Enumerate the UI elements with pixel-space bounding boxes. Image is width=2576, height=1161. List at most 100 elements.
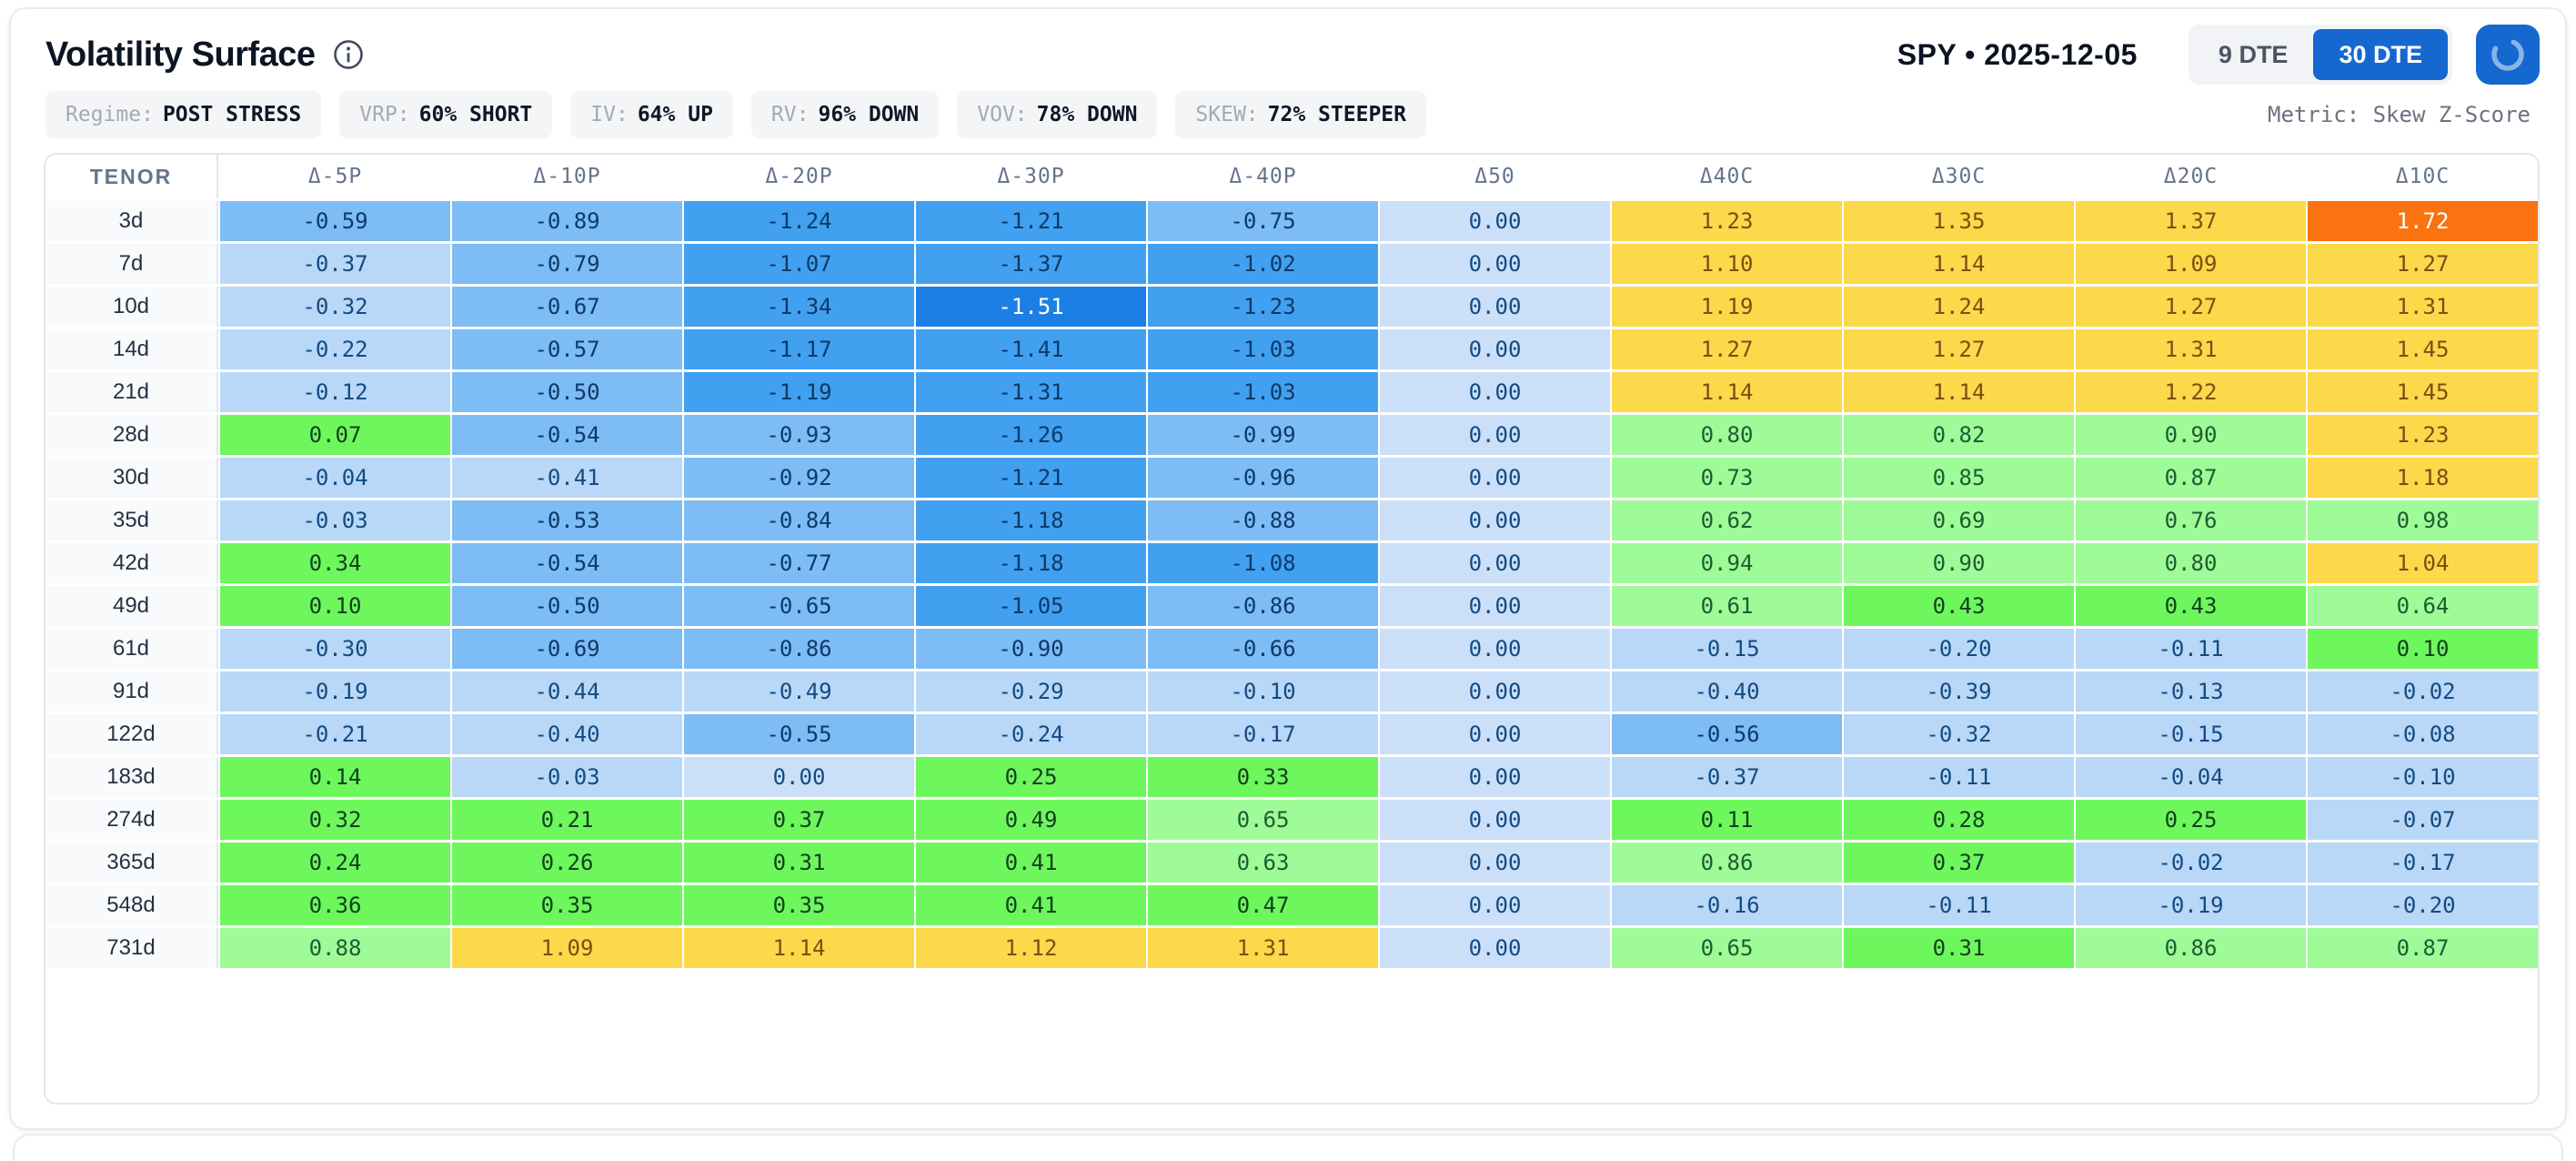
surface-cell: 0.41: [916, 885, 1146, 925]
badge-label: RV:: [770, 103, 810, 126]
surface-cell: -0.20: [1844, 629, 2074, 669]
tenor-label: 28d: [45, 415, 218, 455]
surface-cell: 0.14: [220, 757, 450, 797]
tenor-label: 122d: [45, 714, 218, 754]
surface-cell: 0.00: [1380, 329, 1610, 369]
surface-cell: 0.00: [1380, 714, 1610, 754]
surface-cell: -0.19: [2076, 885, 2306, 925]
surface-cell: 0.65: [1148, 800, 1378, 840]
surface-cell: 1.18: [2308, 458, 2538, 498]
surface-cell: -0.50: [452, 372, 682, 412]
surface-cell: -0.99: [1148, 415, 1378, 455]
tenor-label: 35d: [45, 500, 218, 540]
refresh-button[interactable]: [2476, 25, 2540, 85]
surface-cell: -0.29: [916, 671, 1146, 712]
surface-cell: 0.85: [1844, 458, 2074, 498]
badge-value: 64% UP: [637, 103, 713, 126]
surface-cell: -0.84: [684, 500, 914, 540]
tenor-label: 183d: [45, 757, 218, 797]
surface-cell: 0.21: [452, 800, 682, 840]
surface-cell: 0.63: [1148, 843, 1378, 883]
surface-cell: -0.39: [1844, 671, 2074, 712]
badge-label: IV:: [590, 103, 629, 126]
badge-label: SKEW:: [1195, 103, 1259, 126]
surface-cell: -0.50: [452, 586, 682, 626]
surface-cell: 0.69: [1844, 500, 2074, 540]
surface-cell: 0.33: [1148, 757, 1378, 797]
tenor-column-header: TENOR: [45, 155, 218, 198]
badge-value: 60% SHORT: [418, 103, 533, 126]
surface-cell: -0.11: [1844, 885, 2074, 925]
surface-cell: -0.37: [1612, 757, 1842, 797]
surface-cell: 0.25: [916, 757, 1146, 797]
page-title: Volatility Surface: [45, 35, 316, 74]
surface-cell: -0.54: [452, 415, 682, 455]
surface-cell: 0.64: [2308, 586, 2538, 626]
surface-cell: -0.10: [2308, 757, 2538, 797]
surface-cell: -0.56: [1612, 714, 1842, 754]
surface-cell: -0.15: [2076, 714, 2306, 754]
surface-cell: 1.09: [452, 928, 682, 968]
surface-cell: -1.24: [684, 201, 914, 241]
surface-cell: 0.24: [220, 843, 450, 883]
card-header: Volatility Surface SPY • 2025-12-05 9 DT…: [11, 9, 2565, 85]
surface-cell: 0.28: [1844, 800, 2074, 840]
regime-badge: VRP: 60% SHORT: [339, 91, 553, 138]
dte-option-9-dte[interactable]: 9 DTE: [2193, 29, 2314, 80]
badge-label: Regime:: [65, 103, 154, 126]
volatility-surface-card: Volatility Surface SPY • 2025-12-05 9 DT…: [9, 7, 2567, 1130]
surface-cell: -0.32: [220, 287, 450, 327]
surface-cell: 0.87: [2308, 928, 2538, 968]
badge-label: VOV:: [977, 103, 1028, 126]
surface-cell: -1.51: [916, 287, 1146, 327]
surface-cell: 1.04: [2308, 543, 2538, 583]
surface-cell: -1.21: [916, 201, 1146, 241]
surface-cell: 0.62: [1612, 500, 1842, 540]
surface-cell: 1.09: [2076, 244, 2306, 284]
surface-cell: -0.20: [2308, 885, 2538, 925]
surface-cell: 0.07: [220, 415, 450, 455]
surface-cell: 1.27: [2308, 244, 2538, 284]
tenor-label: 21d: [45, 372, 218, 412]
surface-cell: 0.11: [1612, 800, 1842, 840]
surface-cell: -0.07: [2308, 800, 2538, 840]
surface-cell: 1.14: [684, 928, 914, 968]
tenor-label: 274d: [45, 800, 218, 840]
delta-column-header: Δ-5P: [220, 155, 450, 198]
regime-badge: Regime: POST STRESS: [45, 91, 322, 138]
surface-cell: 0.80: [1612, 415, 1842, 455]
surface-cell: -0.59: [220, 201, 450, 241]
surface-cell: 1.23: [1612, 201, 1842, 241]
surface-cell: -1.05: [916, 586, 1146, 626]
surface-cell: -0.86: [684, 629, 914, 669]
surface-cell: 1.12: [916, 928, 1146, 968]
surface-cell: 0.00: [1380, 800, 1610, 840]
surface-cell: 1.31: [2308, 287, 2538, 327]
surface-cell: 0.65: [1612, 928, 1842, 968]
surface-cell: 0.00: [1380, 415, 1610, 455]
surface-cell: 0.34: [220, 543, 450, 583]
tenor-label: 30d: [45, 458, 218, 498]
surface-cell: 1.14: [1844, 372, 2074, 412]
info-icon[interactable]: [332, 38, 365, 71]
surface-cell: -0.17: [1148, 714, 1378, 754]
surface-cell: -0.30: [220, 629, 450, 669]
regime-badge: VOV: 78% DOWN: [957, 91, 1158, 138]
tenor-label: 49d: [45, 586, 218, 626]
surface-cell: -0.11: [1844, 757, 2074, 797]
regime-badge: RV: 96% DOWN: [750, 91, 940, 138]
surface-cell: -0.17: [2308, 843, 2538, 883]
badge-value: 78% DOWN: [1036, 103, 1138, 126]
surface-cell: 1.24: [1844, 287, 2074, 327]
surface-cell: 0.37: [684, 800, 914, 840]
surface-cell: 1.27: [1844, 329, 2074, 369]
surface-cell: -0.32: [1844, 714, 2074, 754]
surface-cell: -1.17: [684, 329, 914, 369]
surface-cell: -0.03: [452, 757, 682, 797]
surface-cell: -0.54: [452, 543, 682, 583]
surface-cell: -1.03: [1148, 372, 1378, 412]
surface-cell: 0.00: [1380, 372, 1610, 412]
surface-cell: 1.45: [2308, 372, 2538, 412]
dte-option-30-dte[interactable]: 30 DTE: [2313, 29, 2448, 80]
tenor-label: 14d: [45, 329, 218, 369]
